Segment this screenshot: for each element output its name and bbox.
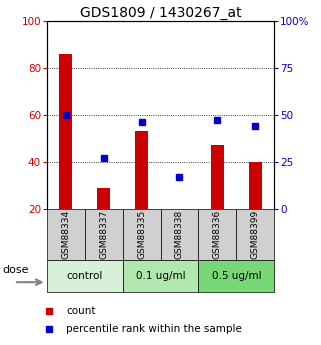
Text: GSM88335: GSM88335 [137,210,146,259]
Text: count: count [66,306,95,316]
Title: GDS1809 / 1430267_at: GDS1809 / 1430267_at [80,6,241,20]
Text: GSM88399: GSM88399 [251,210,260,259]
Bar [211,145,224,209]
Bar [59,53,72,209]
Bar [123,260,198,292]
Text: GSM88336: GSM88336 [213,210,222,259]
Bar [84,209,123,260]
Bar [160,209,198,260]
Text: 0.5 ug/ml: 0.5 ug/ml [212,271,261,281]
Bar [198,260,274,292]
Bar [135,131,148,209]
Text: GSM88334: GSM88334 [61,210,70,259]
Text: GSM88338: GSM88338 [175,210,184,259]
Text: GSM88337: GSM88337 [99,210,108,259]
Bar [97,188,110,209]
Bar [198,209,237,260]
Bar [123,209,160,260]
Text: percentile rank within the sample: percentile rank within the sample [66,325,242,334]
Bar [249,162,262,209]
Bar [47,260,123,292]
Text: 0.1 ug/ml: 0.1 ug/ml [136,271,185,281]
Text: dose: dose [2,265,29,275]
Bar [237,209,274,260]
Text: control: control [66,271,103,281]
Bar [47,209,84,260]
